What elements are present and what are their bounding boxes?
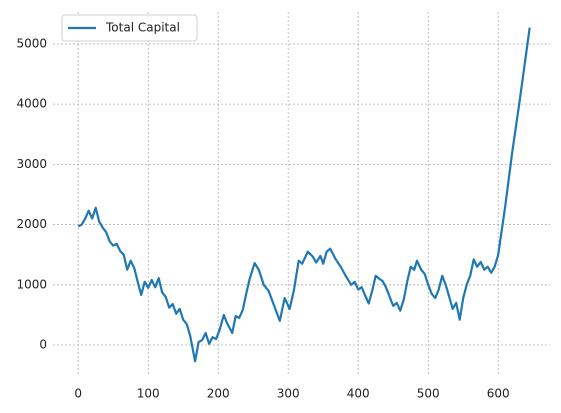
y-tick-label: 1000 (16, 277, 47, 291)
y-tick-label: 0 (39, 338, 47, 352)
x-tick-label: 500 (417, 387, 440, 401)
y-tick-label: 3000 (16, 157, 47, 171)
x-tick-label: 300 (277, 387, 300, 401)
y-tick-label: 2000 (16, 217, 47, 231)
legend (61, 14, 198, 42)
x-tick-label: 400 (347, 387, 370, 401)
legend-label: Total Capital (105, 21, 180, 35)
x-tick-label: 600 (487, 387, 510, 401)
x-tick-label: 0 (74, 387, 82, 401)
x-tick-label: 200 (207, 387, 230, 401)
y-tick-label: 5000 (16, 36, 47, 50)
y-tick-label: 4000 (16, 97, 47, 111)
x-tick-label: 100 (137, 387, 160, 401)
line (77, 27, 531, 363)
